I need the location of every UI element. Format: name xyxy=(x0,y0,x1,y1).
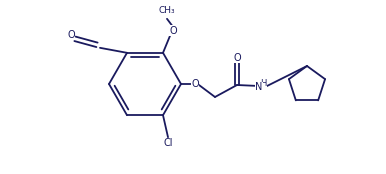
Text: O: O xyxy=(191,79,199,89)
Text: N: N xyxy=(255,82,263,92)
Text: O: O xyxy=(233,53,241,63)
Text: Cl: Cl xyxy=(163,138,173,148)
Text: H: H xyxy=(260,78,266,88)
Text: O: O xyxy=(169,26,177,36)
Text: O: O xyxy=(67,30,75,40)
Text: CH₃: CH₃ xyxy=(159,6,175,15)
